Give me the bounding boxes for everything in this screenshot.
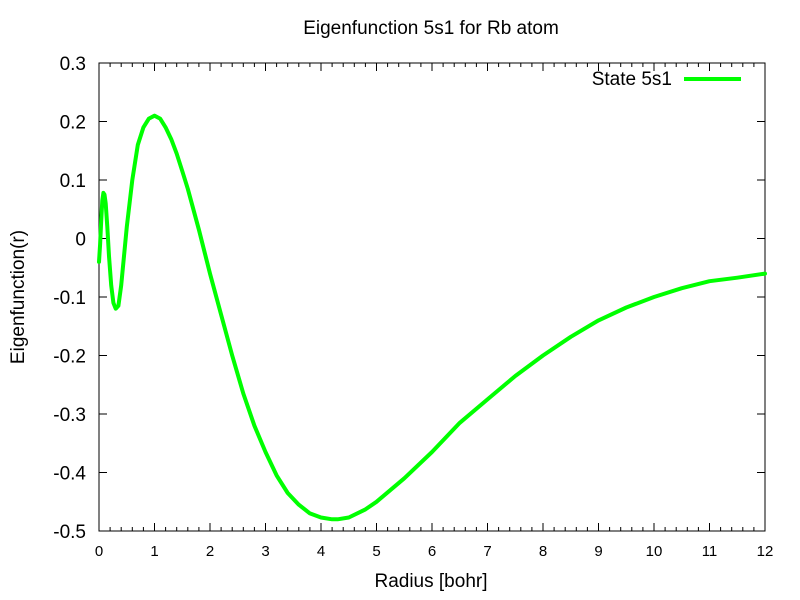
x-tick-label: 8 (539, 543, 547, 560)
x-tick-label: 5 (372, 543, 380, 560)
y-axis-label: Eigenfunction(r) (8, 230, 29, 364)
x-tick-label: 0 (95, 543, 103, 560)
x-tick-label: 4 (317, 543, 325, 560)
x-tick-label: 3 (261, 543, 269, 560)
x-tick-label: 10 (646, 543, 663, 560)
legend: State 5s1 (592, 69, 741, 90)
x-tick-label: 12 (757, 543, 774, 560)
y-tick-label: 0 (75, 230, 86, 251)
legend-label: State 5s1 (592, 69, 672, 90)
x-tick-label: 1 (150, 543, 158, 560)
x-tick-label: 7 (483, 543, 491, 560)
x-tick-label: 6 (428, 543, 436, 560)
x-axis-label: Radius [bohr] (374, 571, 487, 592)
series-line (97, 113, 767, 522)
y-tick-label: -0.1 (53, 288, 86, 309)
y-tick-label: -0.5 (53, 522, 86, 543)
x-tick-label: 9 (594, 543, 602, 560)
y-tick-label: 0.2 (60, 113, 86, 134)
x-tick-label: 2 (206, 543, 214, 560)
y-tick-label: -0.4 (53, 464, 86, 485)
x-tick-label: 11 (702, 543, 718, 560)
y-tick-label: -0.3 (53, 405, 86, 426)
y-tick-label: 0.1 (60, 171, 86, 192)
plot-frame (98, 62, 766, 532)
y-tick-label: -0.2 (53, 347, 86, 368)
chart-title: Eigenfunction 5s1 for Rb atom (303, 18, 559, 39)
y-tick-label: 0.3 (60, 54, 86, 75)
